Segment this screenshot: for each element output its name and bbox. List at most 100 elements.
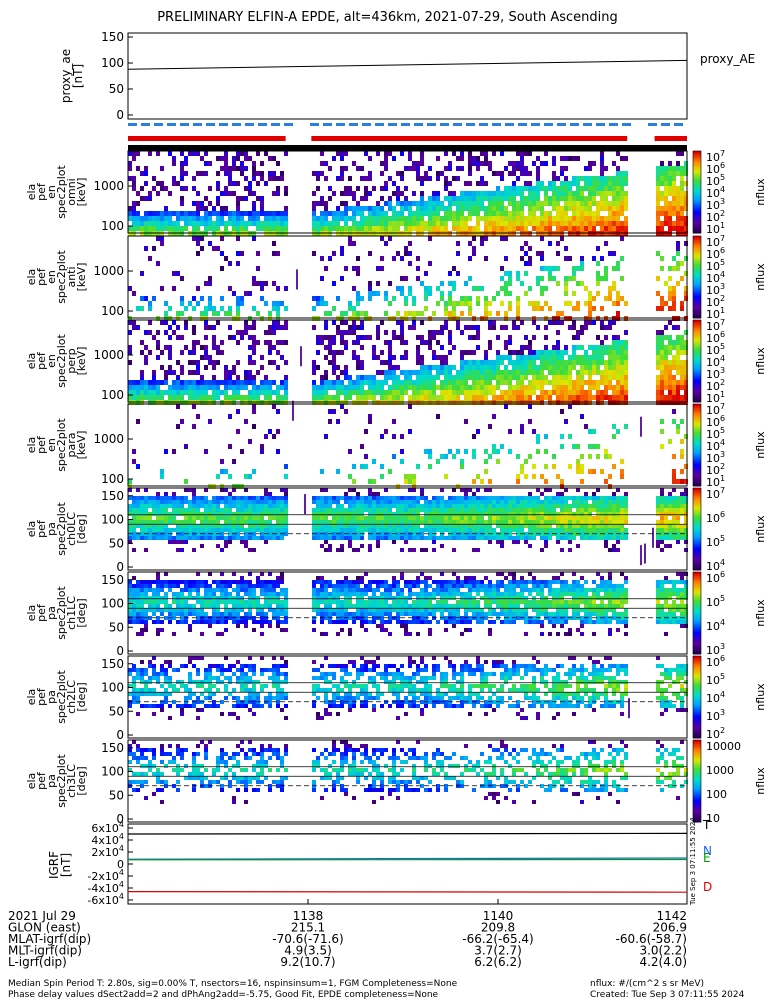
spectrogram-cell [572,156,576,161]
spectrogram-cell [488,226,492,231]
spectrogram-cell [520,186,524,191]
spectrogram-cell [444,375,448,380]
spectrogram-cell [284,191,288,196]
spectrogram-cell [400,201,404,206]
spectrogram-cell [592,181,596,186]
spectrogram-cell [244,176,248,181]
spectrogram-cell [600,345,604,350]
spectrogram-cell [436,528,440,532]
status-bar-segment [232,123,241,126]
spectrogram-cell [228,508,232,512]
spectrogram-cell [216,528,220,532]
spectrogram-cell [372,211,376,216]
spectrogram-cell [428,528,432,532]
spectrogram-cell [684,291,688,296]
spectrogram-cell [600,221,604,226]
spectrogram-cell [684,241,688,246]
spectrogram-cell [488,512,492,516]
spectrogram-cell [508,186,512,191]
spectrogram-cell [332,395,336,400]
spectrogram-cell [592,496,596,500]
spectrogram-cell [496,350,500,355]
spectrogram-cell [500,520,504,524]
spectrogram-cell [472,524,476,528]
spectrogram-cell [180,395,184,400]
spectrogram-cell [468,151,472,156]
spectrogram-cell [220,251,224,256]
spectrogram-cell [492,320,496,325]
spectrogram-cell [536,439,540,444]
spectrogram-cell [596,261,600,266]
spectrogram-cell [332,355,336,360]
spectrogram-cell [380,520,384,524]
spectrogram-cell [516,512,520,516]
spectrogram-cell [608,504,612,508]
spectrogram-cell [556,281,560,286]
spectrogram-cell [528,340,532,345]
spectrogram-cell [188,216,192,221]
spectrogram-cell [500,355,504,360]
colorbar-cell [693,165,701,168]
spectrogram-cell [588,296,592,301]
spectrogram-cell [540,512,544,516]
spectrogram-cell [276,191,280,196]
spectrogram-cell [180,166,184,171]
spectrogram-cell [204,516,208,520]
spectrogram-cell [612,532,616,536]
spectrogram-cell [588,320,592,325]
colorbar-cell [693,189,701,193]
status-bar-segment [479,123,488,126]
spectrogram-cell [160,512,164,516]
spectrogram-cell [500,206,504,211]
spectrogram-cell [460,516,464,520]
colorbar-cell [693,279,701,282]
spectrogram-cell [464,370,468,375]
spectrogram-cell [608,206,612,211]
spectrogram-cell [360,385,364,390]
spectrogram-cell [392,524,396,528]
spectrogram-cell [616,516,620,520]
spectrogram-cell [620,156,624,161]
spectrogram-cell [620,256,624,261]
spectrogram-cell [556,520,560,524]
spectrogram-cell [216,186,220,191]
spectrogram-cell [188,395,192,400]
spectrogram-cell [332,320,336,325]
spectrogram-cell [508,350,512,355]
spectrogram-cell [212,536,216,540]
spectrogram-cell [352,528,356,532]
spectrogram-cell [440,281,444,286]
spectrogram-cell [352,355,356,360]
spectrogram-cell [416,370,420,375]
spectrogram-cell [572,350,576,355]
spectrogram-cell [504,528,508,532]
spectrogram-cell [220,512,224,516]
spectrogram-cell [456,320,460,325]
colorbar-cell [693,250,701,253]
spectrogram-cell [520,536,524,540]
spectrogram-cell [184,211,188,216]
spectrogram-cell [252,528,256,532]
colorbar-cell [693,187,701,191]
spectrogram-cell [168,345,172,350]
spectrogram-cell [260,226,264,231]
spectrogram-cell [128,508,132,512]
spectrogram-cell [424,211,428,216]
spectrogram-cell [552,320,556,325]
spectrogram-cell [504,365,508,370]
spectrogram-cell [492,536,496,540]
spectrogram-cell [416,516,420,520]
spectrogram-cell [156,191,160,196]
spectrogram-cell [476,301,480,306]
spectrogram-cell [608,325,612,330]
spectrogram-cell [332,385,336,390]
spectrogram-cell [196,395,200,400]
spectrogram-cell [412,395,416,400]
spectrogram-cell [252,504,256,508]
spectrogram-cell [252,385,256,390]
spectrogram-cell [480,216,484,221]
spectrogram-cell [192,236,196,241]
spectrogram-cell [324,226,328,231]
spectrogram-cell [484,375,488,380]
spectrogram-cell [312,500,316,504]
